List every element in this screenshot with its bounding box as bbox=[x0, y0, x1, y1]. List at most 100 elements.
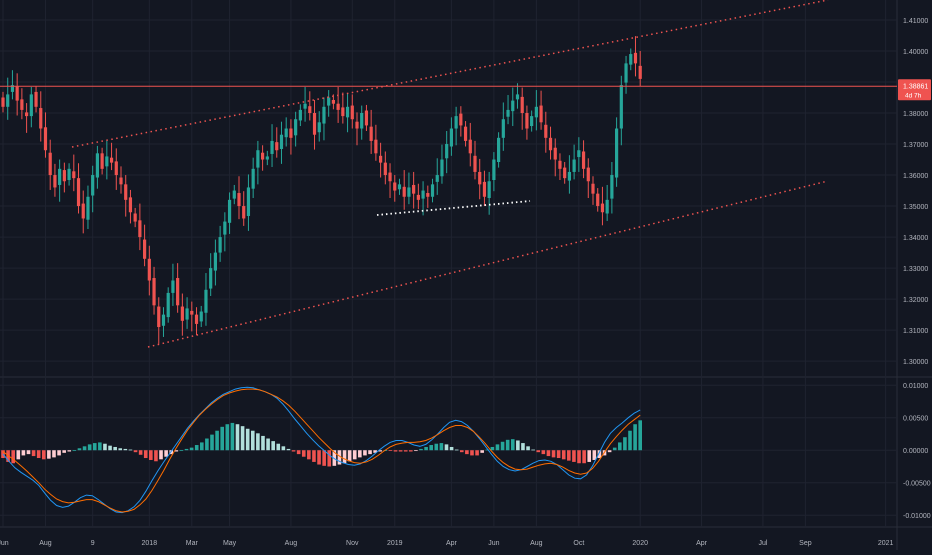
candle-body bbox=[501, 119, 505, 138]
candle-body bbox=[345, 106, 350, 118]
price-tick-label: 1.31000 bbox=[903, 328, 928, 335]
candle-body bbox=[553, 147, 557, 160]
time-tick-label: 2019 bbox=[387, 540, 403, 547]
macd-histogram-bar bbox=[317, 450, 321, 465]
candle-body bbox=[619, 85, 623, 129]
candlestick-series bbox=[1, 36, 642, 344]
candle-body bbox=[223, 221, 227, 235]
candle-body bbox=[209, 268, 213, 289]
candle-body bbox=[114, 161, 118, 176]
macd-histogram-bar bbox=[490, 446, 495, 451]
candle-body bbox=[29, 94, 33, 117]
candle-body bbox=[237, 193, 241, 207]
macd-histogram-bar bbox=[296, 450, 301, 455]
macd-histogram-bar bbox=[567, 450, 571, 461]
candle-body bbox=[567, 171, 571, 181]
trend-lines bbox=[0, 0, 897, 348]
candle-body bbox=[440, 159, 444, 177]
macd-histogram-bar bbox=[373, 450, 377, 453]
macd-histogram-bar bbox=[276, 443, 281, 451]
candle-body bbox=[478, 171, 482, 185]
price-tick-label: 1.32000 bbox=[903, 297, 928, 304]
candle-body bbox=[143, 239, 147, 259]
macd-histogram-bar bbox=[398, 450, 403, 452]
macd-histogram-bar bbox=[179, 450, 184, 452]
candle-body bbox=[407, 187, 411, 197]
macd-histogram-bar bbox=[480, 450, 484, 453]
candle-body bbox=[379, 155, 383, 163]
candle-body bbox=[95, 153, 99, 178]
candle-body bbox=[86, 196, 90, 220]
macd-histogram-bar bbox=[536, 450, 541, 453]
macd-histogram-bar bbox=[6, 450, 10, 462]
macd-tick-label: -0.01000 bbox=[903, 513, 931, 520]
macd-histogram-bar bbox=[526, 446, 530, 451]
candle-body bbox=[563, 167, 567, 179]
candle-body bbox=[124, 184, 128, 200]
candle-body bbox=[105, 156, 109, 167]
candle-body bbox=[577, 150, 581, 158]
candle-body bbox=[138, 220, 142, 238]
macd-histogram-bar bbox=[607, 450, 612, 453]
macd-histogram-bar bbox=[225, 424, 230, 451]
macd-histogram-bar bbox=[551, 450, 556, 458]
macd-histogram-bar bbox=[143, 450, 148, 459]
macd-histogram-bar bbox=[347, 450, 352, 462]
candle-body bbox=[232, 190, 236, 199]
candle-body bbox=[463, 126, 468, 141]
macd-histogram-bar bbox=[67, 450, 72, 452]
macd-histogram-bar bbox=[266, 438, 270, 451]
macd-histogram-bar bbox=[352, 450, 357, 460]
candle-body bbox=[298, 109, 302, 121]
macd-histogram-bar bbox=[510, 439, 515, 451]
time-tick-label: Jun bbox=[488, 540, 499, 547]
candle-body bbox=[58, 168, 62, 185]
candle-body bbox=[327, 97, 331, 106]
time-tick-label: Oct bbox=[573, 540, 584, 547]
candle-body bbox=[246, 187, 251, 216]
macd-histogram-bar bbox=[210, 434, 214, 451]
candle-body bbox=[109, 157, 114, 163]
candle-body bbox=[497, 137, 501, 163]
macd-histogram-bar bbox=[154, 450, 158, 462]
candle-body bbox=[412, 184, 416, 194]
macd-histogram-bar bbox=[424, 446, 428, 451]
candle-body bbox=[204, 289, 208, 313]
candle-body bbox=[303, 103, 307, 109]
candle-body bbox=[331, 99, 335, 104]
macd-histogram-bar bbox=[454, 449, 459, 451]
candle-body bbox=[176, 278, 180, 306]
candle-body bbox=[10, 85, 15, 92]
candle-body bbox=[393, 182, 397, 191]
candle-body bbox=[72, 171, 76, 179]
macd-histogram-bar bbox=[87, 444, 92, 451]
candle-body bbox=[511, 100, 515, 112]
macd-histogram-bar bbox=[541, 450, 546, 455]
candle-body bbox=[34, 91, 38, 107]
time-tick-label: 2020 bbox=[632, 540, 648, 547]
candle-body bbox=[402, 186, 406, 197]
macd-histogram-bar bbox=[597, 450, 602, 459]
candle-body bbox=[336, 103, 340, 110]
candle-body bbox=[624, 63, 628, 83]
candle-body bbox=[515, 94, 520, 100]
price-tick-label: 1.36000 bbox=[903, 173, 928, 180]
time-tick-label: Mar bbox=[186, 540, 199, 547]
macd-histogram-bar bbox=[261, 435, 265, 451]
macd-histogram-bar bbox=[561, 450, 566, 460]
candle-body bbox=[166, 292, 170, 318]
bar-countdown-label: 4d 7h bbox=[905, 92, 922, 99]
macd-histogram-bar bbox=[245, 428, 250, 451]
macd-histogram-bar bbox=[21, 450, 26, 456]
macd-histogram-bar bbox=[403, 450, 408, 452]
candle-body bbox=[279, 134, 284, 149]
candle-body bbox=[530, 116, 534, 127]
candle-body bbox=[581, 151, 586, 169]
macd-histogram-bar bbox=[475, 450, 479, 456]
macd-histogram-bar bbox=[444, 444, 449, 451]
candle-body bbox=[39, 108, 43, 129]
time-tick-label: 2021 bbox=[878, 540, 894, 547]
price-tick-label: 1.33000 bbox=[903, 266, 928, 273]
